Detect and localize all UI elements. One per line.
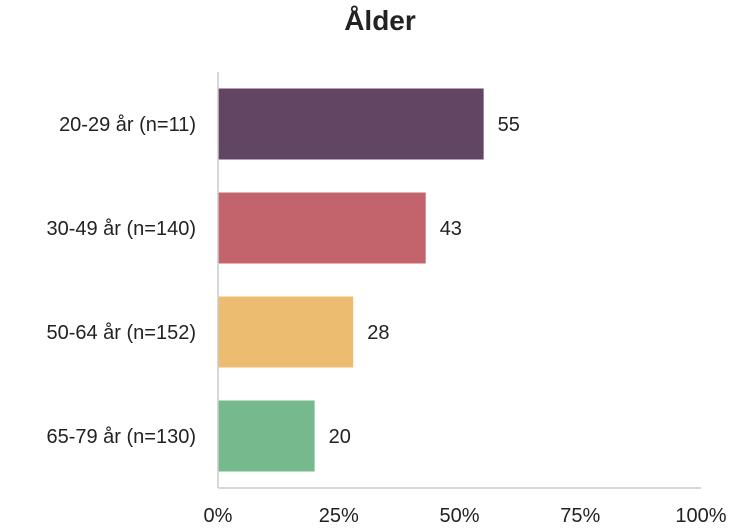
data-label: 20 [329,426,351,448]
x-tick-label: 75% [560,505,600,527]
data-label: 55 [498,114,520,136]
x-tick-label: 50% [439,505,479,527]
category-label: 20-29 år (n=11) [59,114,196,136]
data-label: 43 [440,218,462,240]
category-label: 65-79 år (n=130) [46,426,196,448]
x-tick-label: 25% [319,505,359,527]
bar [218,296,354,368]
bar [218,400,315,472]
bar [218,192,426,264]
bar [218,88,484,160]
x-tick-label: 0% [204,505,233,527]
chart-title: Ålder [344,5,416,36]
x-tick-label: 100% [675,505,726,527]
category-label: 50-64 år (n=152) [46,322,196,344]
category-label: 30-49 år (n=140) [46,218,196,240]
data-label: 28 [367,322,389,344]
